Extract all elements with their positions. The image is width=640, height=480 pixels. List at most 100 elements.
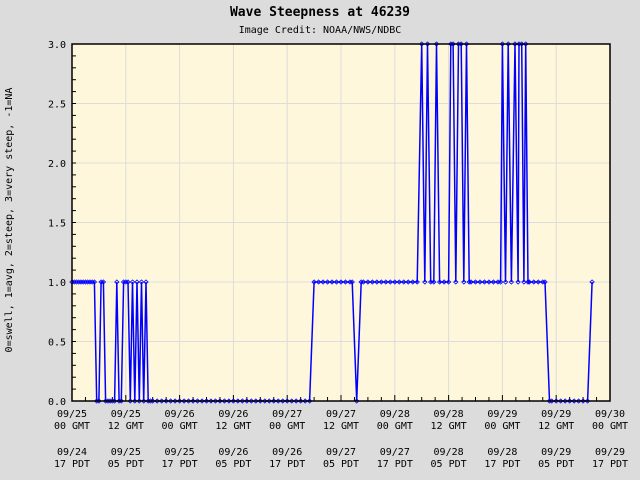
data-marker <box>141 398 147 404</box>
data-marker <box>329 279 335 285</box>
data-marker <box>516 41 522 47</box>
data-marker <box>455 41 462 47</box>
data-marker <box>154 398 160 404</box>
x-tick-label-gmt: 09/25 00 GMT <box>53 409 91 432</box>
data-marker <box>383 279 389 285</box>
data-marker <box>405 279 411 285</box>
data-marker <box>354 398 360 404</box>
data-marker <box>531 279 537 285</box>
data-marker <box>562 398 568 404</box>
data-marker <box>125 279 131 285</box>
data-marker <box>396 279 402 285</box>
data-marker <box>226 398 232 404</box>
data-marker <box>481 279 488 285</box>
data-marker <box>150 398 156 404</box>
y-tick-label: 1.5 <box>48 219 66 230</box>
y-tick-label: 0.0 <box>48 397 66 408</box>
x-tick-label-pdt: 09/28 05 PDT <box>430 447 467 470</box>
data-marker <box>365 279 371 285</box>
data-marker <box>302 398 308 404</box>
data-marker <box>96 398 102 404</box>
data-marker <box>320 279 326 285</box>
x-tick-label-pdt: 09/26 17 PDT <box>269 447 306 470</box>
y-tick-label: 2.0 <box>48 159 66 170</box>
data-marker <box>248 398 255 404</box>
data-marker <box>580 398 586 404</box>
x-tick-label-pdt: 09/27 17 PDT <box>376 447 413 470</box>
data-marker <box>360 279 367 285</box>
data-marker <box>535 279 541 285</box>
data-marker <box>526 279 532 285</box>
data-marker <box>194 398 201 404</box>
data-marker <box>217 398 223 404</box>
data-marker <box>212 398 219 404</box>
data-marker <box>136 398 142 404</box>
x-tick-label-gmt: 09/30 00 GMT <box>591 409 629 432</box>
data-marker <box>114 279 120 285</box>
data-marker <box>167 398 174 404</box>
data-marker <box>553 398 559 404</box>
data-marker <box>208 398 214 404</box>
data-marker <box>306 398 313 404</box>
y-tick-label: 2.5 <box>48 100 66 111</box>
data-marker <box>163 398 169 404</box>
data-marker <box>230 398 237 404</box>
x-tick-label-pdt: 09/29 17 PDT <box>591 447 629 470</box>
data-marker <box>453 279 459 285</box>
data-marker <box>378 279 385 285</box>
data-marker <box>424 41 431 47</box>
data-marker <box>280 398 286 404</box>
data-marker <box>575 398 582 404</box>
data-marker <box>297 398 304 404</box>
data-marker <box>433 41 440 47</box>
data-marker <box>244 398 250 404</box>
data-marker <box>158 398 165 404</box>
data-marker <box>392 279 398 285</box>
data-marker <box>518 41 525 47</box>
data-marker <box>525 279 531 285</box>
x-tick-label-pdt: 09/28 17 PDT <box>484 447 521 470</box>
y-tick-label: 3.0 <box>48 40 66 51</box>
data-marker <box>549 398 555 404</box>
data-marker <box>333 279 340 285</box>
data-marker <box>203 398 210 404</box>
data-marker <box>143 279 149 285</box>
data-marker <box>495 279 501 285</box>
data-marker <box>477 279 483 285</box>
data-marker <box>419 41 425 47</box>
x-tick-label-pdt: 09/26 05 PDT <box>215 447 252 470</box>
x-tick-label-gmt: 09/26 00 GMT <box>161 409 198 432</box>
data-marker <box>445 279 452 285</box>
image-credit: Image Credit: NOAA/NWS/NDBC <box>238 25 402 36</box>
data-marker <box>566 398 573 404</box>
data-marker <box>91 279 98 285</box>
data-marker <box>138 279 145 285</box>
y-tick-label: 1.0 <box>48 278 66 289</box>
data-marker <box>571 398 577 404</box>
data-marker <box>324 279 331 285</box>
data-marker <box>431 279 437 285</box>
data-marker <box>414 279 420 285</box>
data-marker <box>589 279 595 285</box>
data-marker <box>338 279 344 285</box>
data-marker <box>486 279 492 285</box>
data-marker <box>181 398 187 404</box>
data-marker <box>132 398 138 404</box>
data-marker <box>401 279 407 285</box>
x-tick-label-gmt: 09/25 12 GMT <box>107 409 144 432</box>
x-tick-label-gmt: 09/29 12 GMT <box>538 409 575 432</box>
chart-title: Wave Steepness at 46239 <box>229 5 410 20</box>
data-marker <box>557 398 564 404</box>
x-tick-label-gmt: 09/27 00 GMT <box>269 409 306 432</box>
data-marker <box>369 279 376 285</box>
data-marker <box>118 398 125 404</box>
data-marker <box>172 398 178 404</box>
data-marker <box>499 41 506 47</box>
data-marker <box>468 279 474 285</box>
data-marker <box>458 41 464 47</box>
data-marker <box>253 398 259 404</box>
x-tick-label-gmt: 09/26 12 GMT <box>215 409 252 432</box>
data-marker <box>185 398 192 404</box>
x-tick-label-gmt: 09/29 00 GMT <box>484 409 521 432</box>
